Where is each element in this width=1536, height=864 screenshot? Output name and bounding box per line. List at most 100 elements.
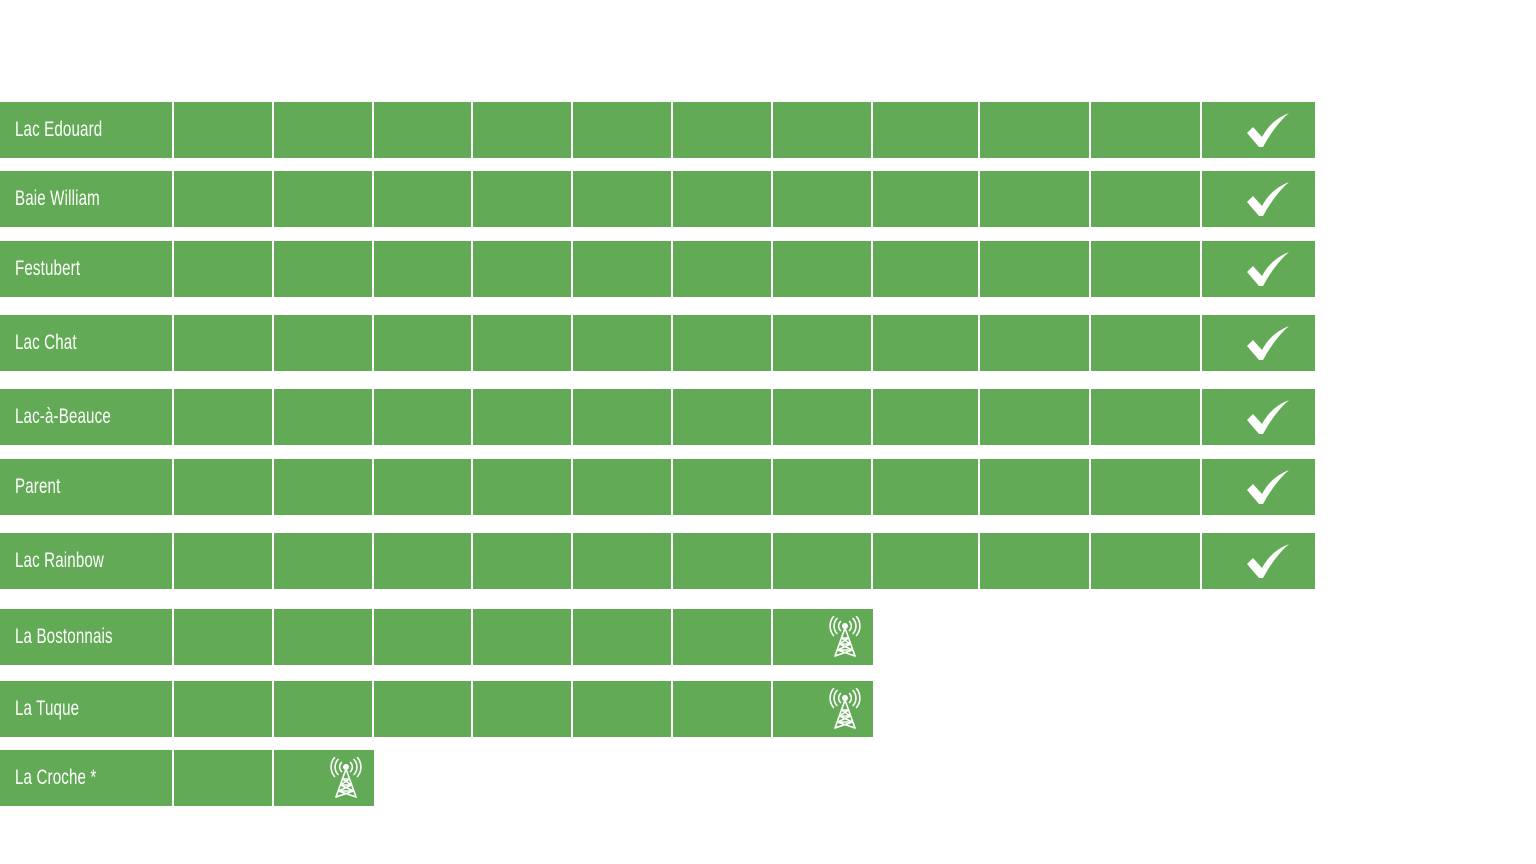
progress-cell [673,315,771,371]
station-name: Lac Chat [15,331,77,354]
progress-cell [374,241,471,297]
progress-cell [473,241,571,297]
progress-cell [980,102,1089,158]
progress-cell [873,171,978,227]
progress-cell [374,171,471,227]
progress-cell [274,609,372,665]
progress-cell [773,315,871,371]
progress-cell [274,171,372,227]
progress-cell [673,609,771,665]
progress-cell [174,609,272,665]
progress-cell [473,389,571,445]
progress-cell [1091,241,1200,297]
progress-cell [573,171,671,227]
progress-cell [980,533,1089,589]
station-label-cell: La Croche * [0,750,172,806]
progress-cell [1202,389,1315,445]
progress-cell [773,459,871,515]
progress-cell [673,241,771,297]
progress-cell [1091,389,1200,445]
progress-cell [873,241,978,297]
progress-cell [174,315,272,371]
progress-cell [274,315,372,371]
progress-cell [773,241,871,297]
station-name: Festubert [15,257,81,280]
station-name: Lac-à-Beauce [15,405,111,428]
progress-cell [773,609,873,665]
progress-cell [980,389,1089,445]
station-name: Lac Rainbow [15,549,104,572]
progress-cell [1202,533,1315,589]
progress-cell [1202,241,1315,297]
station-label-cell: Parent [0,459,172,515]
station-name: La Tuque [15,697,80,720]
progress-cell [773,533,871,589]
progress-cell [1091,315,1200,371]
progress-cell [174,750,272,806]
progress-cell [374,681,471,737]
progress-cell [673,459,771,515]
progress-cell [174,241,272,297]
progress-cell [473,102,571,158]
progress-cell [980,241,1089,297]
progress-cell [374,315,471,371]
progress-cell [473,681,571,737]
progress-cell [1202,459,1315,515]
station-label-cell: Lac-à-Beauce [0,389,172,445]
progress-cell [873,533,978,589]
progress-cell [473,315,571,371]
progress-cell [573,389,671,445]
progress-cell [573,459,671,515]
progress-cell [773,102,871,158]
station-label-cell: La Bostonnais [0,609,172,665]
progress-cell [374,102,471,158]
station-name: Baie William [15,187,100,210]
progress-cell [673,389,771,445]
progress-cell [1091,102,1200,158]
progress-cell [873,389,978,445]
station-label-cell: Lac Rainbow [0,533,172,589]
progress-cell [374,533,471,589]
progress-cell [473,171,571,227]
station-name: Parent [15,475,61,498]
station-name: Lac Edouard [15,118,103,141]
progress-cell [980,459,1089,515]
progress-cell [274,533,372,589]
progress-cell [573,533,671,589]
progress-cell [174,171,272,227]
progress-cell [1091,459,1200,515]
progress-cell [174,389,272,445]
progress-cell [374,459,471,515]
progress-cell [374,609,471,665]
progress-cell [174,533,272,589]
progress-cell [673,102,771,158]
station-label-cell: Festubert [0,241,172,297]
progress-cell [673,681,771,737]
progress-cell [673,171,771,227]
progress-cell [1091,171,1200,227]
progress-cell [1202,102,1315,158]
progress-cell [573,609,671,665]
progress-cell [374,389,471,445]
progress-cell [274,241,372,297]
progress-cell [274,750,374,806]
progress-cell [1202,315,1315,371]
progress-cell [873,315,978,371]
progress-cell [174,459,272,515]
station-name: La Croche * [15,766,97,789]
progress-cell [473,609,571,665]
station-label-cell: La Tuque [0,681,172,737]
progress-cell [573,315,671,371]
progress-cell [673,533,771,589]
progress-cell [174,102,272,158]
progress-cell [773,389,871,445]
progress-cell [274,389,372,445]
progress-cell [773,171,871,227]
progress-cell [873,459,978,515]
progress-cell [873,102,978,158]
progress-cell [274,102,372,158]
progress-cell [573,241,671,297]
progress-cell [473,459,571,515]
progress-cell [274,459,372,515]
